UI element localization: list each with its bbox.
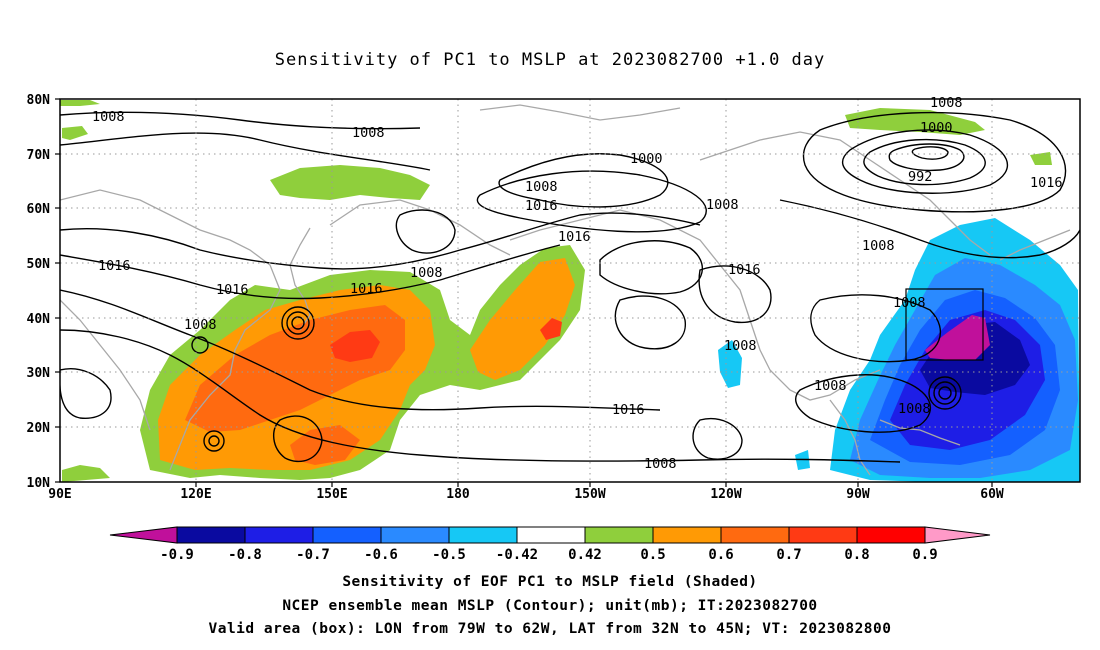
contour-label: 1008 — [525, 179, 558, 195]
contour-label: 1016 — [525, 198, 558, 214]
contour-label: 1008 — [814, 378, 847, 394]
colorbar-label: 0.9 — [912, 547, 937, 563]
contour-label: 1008 — [410, 265, 443, 281]
contour-labels: 1008 1008 1008 1000 1008 1016 1016 1008 … — [92, 95, 1063, 472]
colorbar-swatch — [244, 526, 314, 544]
colorbar-swatch — [109, 526, 178, 544]
lat-label: 20N — [27, 421, 51, 436]
contour-label: 1016 — [216, 282, 249, 298]
colorbar-label: -0.9 — [160, 547, 194, 563]
grid-lines — [60, 99, 1080, 482]
shade-positive-green — [845, 108, 985, 135]
lat-label: 10N — [27, 476, 51, 491]
contour-label: 1000 — [630, 151, 663, 167]
contour-label: 1008 — [862, 238, 895, 254]
contour-label: 1008 — [644, 456, 677, 472]
colorbar-swatch — [856, 526, 926, 544]
colorbar-swatch — [924, 526, 991, 544]
colorbar-swatch — [652, 526, 722, 544]
lat-label: 80N — [27, 93, 51, 108]
colorbar-swatch — [176, 526, 246, 544]
shade-positive-green — [270, 165, 430, 200]
colorbar-label: 0.42 — [568, 547, 602, 563]
lon-label: 150W — [574, 487, 605, 502]
map-title: Sensitivity of PC1 to MSLP at 2023082700… — [274, 50, 826, 70]
lat-label: 60N — [27, 202, 51, 217]
contour-label: 1000 — [920, 120, 953, 136]
lon-label: 120E — [180, 487, 211, 502]
contour-label: 1008 — [724, 338, 757, 354]
lon-label: 90W — [846, 487, 870, 502]
caption-line-3: Valid area (box): LON from 79W to 62W, L… — [208, 621, 892, 637]
contour-label: 1016 — [350, 281, 383, 297]
shade-positive-red — [540, 318, 562, 340]
lat-label: 40N — [27, 312, 51, 327]
sensitivity-shading — [60, 100, 1080, 482]
colorbar-label: -0.7 — [296, 547, 330, 563]
shade-positive-green — [62, 465, 110, 482]
lat-label: 30N — [27, 366, 51, 381]
colorbar-label: 0.8 — [844, 547, 869, 563]
shade-positive-green — [60, 100, 100, 106]
lon-label: 90E — [48, 487, 71, 502]
contour-label: 1016 — [612, 402, 645, 418]
contour-label: 1008 — [352, 125, 385, 141]
longitude-labels: 90E 120E 150E 180 150W 120W 90W 60W — [48, 487, 1004, 502]
colorbar: -0.9 -0.8 -0.7 -0.6 -0.5 -0.42 0.42 0.5 0.6 0.7 0.… — [109, 526, 991, 563]
colorbar-label: -0.6 — [364, 547, 398, 563]
shade-negative-magenta — [925, 315, 990, 360]
colorbar-swatch — [312, 526, 382, 544]
valid-area-box — [905, 288, 984, 361]
lon-label: 150E — [316, 487, 347, 502]
contour-label: 1008 — [930, 95, 963, 111]
mslp-contours — [60, 111, 1080, 463]
colorbar-swatch — [788, 526, 858, 544]
colorbar-swatch — [516, 526, 586, 544]
contour-label: 1016 — [728, 262, 761, 278]
contour-label: 992 — [908, 169, 932, 185]
colorbar-swatch — [584, 526, 654, 544]
colorbar-label: 0.5 — [640, 547, 665, 563]
caption-line-2: NCEP ensemble mean MSLP (Contour); unit(… — [282, 598, 818, 614]
lat-label: 50N — [27, 257, 51, 272]
shade-negative-cyan — [718, 340, 742, 388]
shade-positive-green — [1030, 152, 1052, 165]
contour-label: 1016 — [98, 258, 131, 274]
caption-line-1: Sensitivity of EOF PC1 to MSLP field (Sh… — [342, 574, 758, 590]
colorbar-swatch — [380, 526, 450, 544]
contour-label: 1008 — [893, 295, 926, 311]
lon-label: 120W — [710, 487, 741, 502]
lat-label: 70N — [27, 148, 51, 163]
contour-label: 1016 — [558, 229, 591, 245]
lon-label: 180 — [446, 487, 470, 502]
contour-label: 1008 — [184, 317, 217, 333]
contour-label: 1008 — [898, 401, 931, 417]
colorbar-label: 0.6 — [708, 547, 733, 563]
shade-positive-orange — [470, 258, 575, 380]
shade-positive-green — [62, 126, 88, 140]
colorbar-swatch — [720, 526, 790, 544]
contour-label: 1008 — [92, 109, 125, 125]
colorbar-label: -0.8 — [228, 547, 262, 563]
colorbar-label: -0.42 — [496, 547, 538, 563]
colorbar-label: -0.5 — [432, 547, 466, 563]
colorbar-label: 0.7 — [776, 547, 801, 563]
latitude-labels: 80N 70N 60N 50N 40N 30N 20N 10N — [27, 93, 51, 491]
shade-positive-red — [330, 330, 380, 362]
colorbar-swatch — [448, 526, 518, 544]
contour-label: 1008 — [706, 197, 739, 213]
contour-label: 1016 — [1030, 175, 1063, 191]
map-frame — [59, 98, 1081, 483]
lon-label: 60W — [980, 487, 1004, 502]
